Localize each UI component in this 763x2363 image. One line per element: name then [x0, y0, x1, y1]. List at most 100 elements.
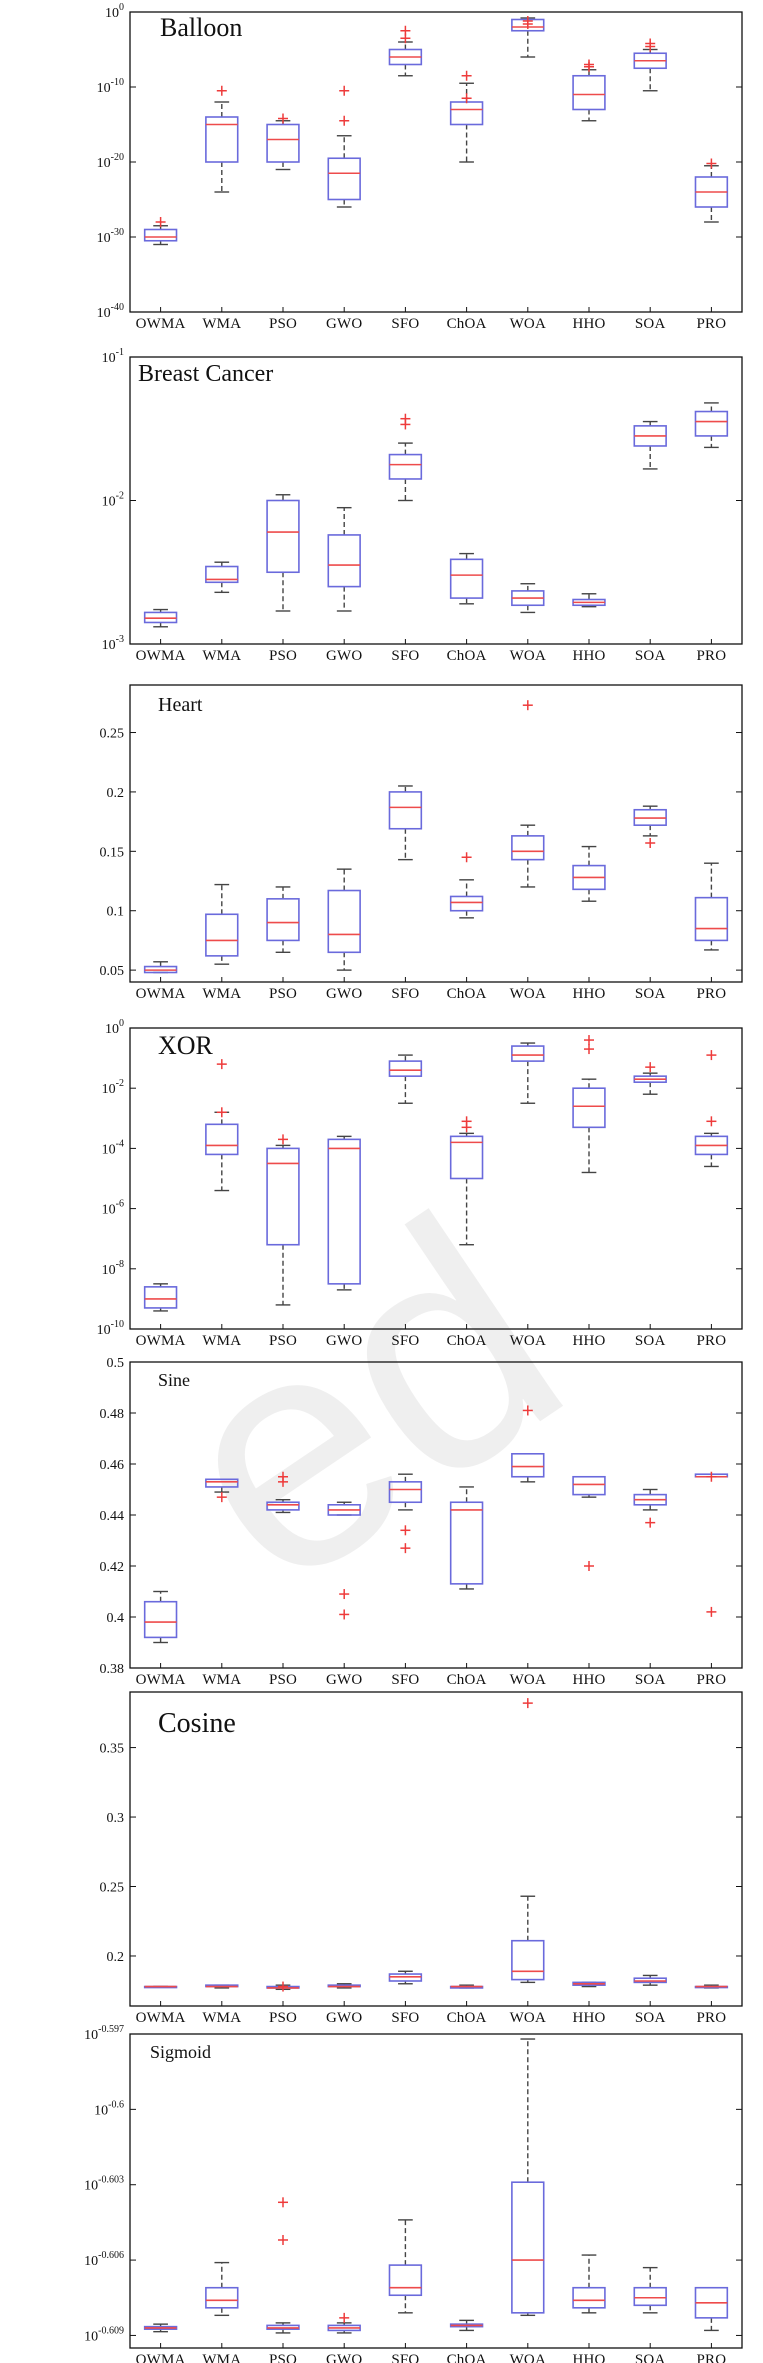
y-tick-label: 0.38	[100, 1662, 125, 1677]
x-tick-label: PSO	[269, 986, 297, 1002]
y-tick-label: 0.15	[100, 845, 125, 860]
outlier-marker	[278, 1134, 288, 1145]
box-pro	[694, 2286, 729, 2332]
box-iqr	[449, 1501, 484, 1585]
outlier-marker	[339, 1589, 350, 1600]
outlier-marker	[706, 1116, 717, 1127]
box-owma	[143, 2323, 178, 2333]
x-tick-label: WOA	[510, 986, 546, 1002]
outlier-marker	[522, 700, 533, 711]
box-iqr	[327, 157, 361, 201]
x-tick-label: SFO	[391, 2352, 419, 2363]
panel-breast-cancer: 10-1 10-2 10-3 OWMA WMA PSO GWO SFO ChOA WOA HHO SO…	[102, 347, 743, 664]
box-gwo	[327, 1983, 361, 1989]
box-iqr	[205, 1123, 239, 1156]
outlier-marker	[645, 838, 656, 849]
y-tick-label: 10-6	[102, 1199, 124, 1218]
box-sfo	[388, 785, 423, 861]
box-woa	[511, 700, 545, 888]
x-tick-label: SOA	[635, 648, 666, 664]
box-iqr	[266, 499, 300, 574]
box-gwo	[327, 85, 361, 208]
box-pso	[266, 113, 300, 171]
x-tick-label: OWMA	[136, 2352, 186, 2363]
x-tick-label: HHO	[572, 316, 605, 332]
box-sfo	[388, 25, 423, 77]
box-iqr	[205, 565, 239, 584]
box-owma	[143, 961, 178, 974]
box-iqr	[388, 453, 423, 480]
x-tick-label: GWO	[326, 1672, 362, 1688]
box-iqr	[266, 1147, 300, 1246]
x-tick-label: OWMA	[136, 2010, 186, 2026]
outlier-marker	[216, 1107, 227, 1118]
outlier-marker	[645, 1517, 656, 1528]
x-tick-label: SFO	[391, 316, 419, 332]
box-pro	[694, 402, 729, 449]
y-tick-label: 10-0.603	[84, 2175, 124, 2194]
x-tick-label: WMA	[202, 1333, 241, 1349]
x-tick-label: SFO	[391, 2010, 419, 2026]
box-pso	[266, 1981, 300, 1992]
x-tick-label: PRO	[697, 2010, 727, 2026]
y-tick-label: 0.25	[100, 727, 125, 742]
box-woa	[511, 2038, 545, 2317]
box-iqr	[694, 410, 729, 437]
box-owma	[143, 608, 178, 628]
box-gwo	[327, 2312, 361, 2334]
box-choa	[449, 70, 484, 163]
box-soa	[633, 1974, 667, 1986]
box-iqr	[327, 534, 361, 588]
box-woa	[511, 583, 545, 614]
box-iqr	[511, 1045, 545, 1062]
x-tick-label: PRO	[697, 648, 727, 664]
y-tick-label: 0.2	[107, 786, 125, 801]
box-iqr	[449, 558, 484, 599]
outlier-marker	[584, 1561, 594, 1571]
box-iqr	[511, 2181, 545, 2314]
box-woa	[511, 1698, 545, 1984]
x-tick-label: WMA	[202, 2352, 241, 2363]
x-tick-label: WMA	[202, 1672, 241, 1688]
x-tick-label: GWO	[326, 2352, 362, 2363]
y-tick-label: 10-30	[97, 227, 124, 246]
outlier-marker	[584, 1035, 594, 1046]
x-tick-label: WOA	[510, 2352, 546, 2363]
outlier-marker	[216, 85, 227, 96]
box-soa	[633, 2266, 667, 2314]
box-pso	[266, 1134, 300, 1306]
x-tick-label: SOA	[635, 1333, 666, 1349]
box-sfo	[388, 1473, 423, 1554]
x-tick-label: PRO	[697, 316, 727, 332]
outlier-marker	[706, 1606, 717, 1617]
box-pro	[694, 862, 729, 951]
box-iqr	[266, 898, 300, 942]
box-iqr	[511, 1939, 545, 1981]
box-soa	[633, 1062, 667, 1095]
x-tick-label: PRO	[697, 2352, 727, 2363]
box-owma	[143, 1283, 178, 1312]
outlier-marker	[461, 93, 472, 104]
outlier-marker	[522, 1405, 533, 1416]
box-iqr	[205, 116, 239, 163]
box-iqr	[143, 1286, 178, 1309]
y-tick-label: 0.44	[100, 1509, 125, 1524]
panel-cosine: 0.2 0.25 0.3 0.35 OWMA WMA PSO GWO SFO ChOA WOA HHO…	[100, 1691, 743, 2026]
y-tick-label: 100	[105, 1018, 124, 1037]
box-owma	[143, 217, 178, 246]
x-tick-label: PRO	[697, 1672, 727, 1688]
box-choa	[449, 1116, 484, 1246]
panel-sigmoid: 10-0.597 10-0.6 10-0.603 10-0.606 10-0.609 OW…	[84, 2024, 743, 2363]
panel-title: Breast Cancer	[138, 361, 273, 387]
x-tick-label: WMA	[202, 316, 241, 332]
outlier-marker	[278, 113, 288, 124]
box-choa	[449, 1486, 484, 1590]
outlier-marker	[461, 70, 472, 81]
x-tick-label: SOA	[635, 316, 666, 332]
box-wma	[205, 85, 239, 193]
panel-balloon: 100 10-10 10-20 10-30 10-40 OWMA WMA PSO GWO SFO C…	[97, 2, 743, 332]
y-tick-label: 10-3	[102, 634, 124, 653]
y-tick-label: 10-0.597	[84, 2024, 124, 2043]
